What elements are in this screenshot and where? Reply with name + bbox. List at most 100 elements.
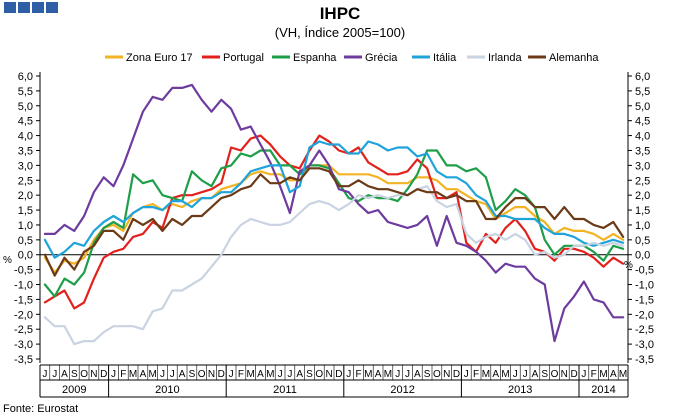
chart-subtitle: (VH, Índice 2005=100)	[275, 25, 405, 40]
month-label-49: J	[523, 369, 528, 380]
plot-frame	[39, 72, 629, 363]
month-label-3: S	[71, 369, 78, 380]
month-label-40: O	[433, 369, 441, 380]
month-label-6: D	[100, 369, 107, 380]
month-label-55: J	[581, 369, 586, 380]
ytick-label-left-0: 6,0	[18, 71, 33, 83]
month-label-25: J	[287, 369, 292, 380]
ytick-label-right-13: -0,5	[635, 265, 654, 277]
ytick-label-left-8: 2,0	[18, 190, 33, 202]
month-label-10: A	[140, 369, 147, 380]
month-label-57: M	[599, 369, 607, 380]
ytick-label-right-14: -1,0	[635, 280, 654, 292]
year-label-0: 2009	[62, 384, 86, 396]
month-label-30: D	[335, 369, 342, 380]
ytick-label-left-9: 1,5	[18, 205, 33, 217]
month-label-21: M	[247, 369, 255, 380]
month-label-31: J	[346, 369, 351, 380]
legend: Zona Euro 17 Portugal Espanha Grécia Itália I…	[105, 52, 599, 64]
month-label-45: M	[482, 369, 490, 380]
month-label-58: A	[610, 369, 617, 380]
ytick-label-right-3: 4,5	[635, 116, 650, 128]
month-label-4: O	[80, 369, 88, 380]
legend-label-0: Zona Euro 17	[126, 52, 193, 64]
month-label-2: A	[61, 369, 68, 380]
month-label-39: S	[424, 369, 431, 380]
ytick-label-left-14: -1,0	[14, 280, 33, 292]
ytick-label-right-5: 3,5	[635, 145, 650, 157]
ytick-label-left-10: 1,0	[18, 220, 33, 232]
month-label-1: J	[52, 369, 57, 380]
month-label-22: A	[257, 369, 264, 380]
y-axes: 6,0 6,0 5,5 5,5 5,0 5,0 4,5 4,5 4,0 4,0 3,5 3,5 3,0 3…	[14, 71, 654, 366]
month-label-0: J	[42, 369, 47, 380]
header-bar-3	[32, 2, 44, 13]
month-label-18: D	[218, 369, 225, 380]
month-label-41: N	[443, 369, 450, 380]
month-label-12: J	[160, 369, 165, 380]
ytick-label-left-2: 5,0	[18, 101, 33, 113]
ytick-label-right-9: 1,5	[635, 205, 650, 217]
series-line-5	[43, 185, 625, 346]
ytick-label-left-1: 5,5	[18, 86, 33, 98]
legend-label-6: Alemanha	[549, 52, 599, 64]
month-label-29: N	[325, 369, 332, 380]
header-bar-1	[4, 2, 16, 13]
month-label-13: J	[170, 369, 175, 380]
series-line-6	[43, 167, 625, 277]
month-label-44: F	[473, 369, 479, 380]
month-label-5: N	[90, 369, 97, 380]
month-label-47: M	[501, 369, 509, 380]
ytick-label-right-11: 0,5	[635, 235, 650, 247]
ytick-label-left-11: 0,5	[18, 235, 33, 247]
ytick-label-right-8: 2,0	[635, 190, 650, 202]
year-label-4: 2013	[508, 384, 532, 396]
ytick-label-left-5: 3,5	[18, 145, 33, 157]
header-bar-4	[46, 2, 58, 13]
month-label-37: J	[405, 369, 410, 380]
ytick-label-right-15: -1,5	[635, 294, 654, 306]
ytick-label-right-7: 2,5	[635, 175, 650, 187]
year-label-2: 2011	[273, 384, 297, 396]
ytick-label-right-18: -3,0	[635, 339, 654, 351]
series-line-1	[43, 134, 625, 310]
month-label-8: F	[120, 369, 126, 380]
month-label-52: O	[551, 369, 559, 380]
month-label-27: S	[306, 369, 313, 380]
month-label-19: J	[229, 369, 234, 380]
month-label-32: F	[355, 369, 361, 380]
ytick-label-right-10: 1,0	[635, 220, 650, 232]
month-label-9: M	[129, 369, 137, 380]
ytick-label-right-6: 3,0	[635, 160, 650, 172]
ytick-label-left-17: -2,5	[14, 324, 33, 336]
month-label-26: A	[296, 369, 303, 380]
year-label-5: 2014	[591, 384, 615, 396]
ytick-label-right-16: -2,0	[635, 309, 654, 321]
month-label-48: J	[513, 369, 518, 380]
month-label-23: M	[266, 369, 274, 380]
series-lines	[43, 83, 625, 346]
ytick-label-left-13: -0,5	[14, 265, 33, 277]
month-label-42: D	[453, 369, 460, 380]
month-label-53: N	[561, 369, 568, 380]
month-label-14: A	[179, 369, 186, 380]
month-label-28: O	[315, 369, 323, 380]
legend-label-1: Portugal	[223, 52, 264, 64]
ytick-label-left-7: 2,5	[18, 175, 33, 187]
month-label-24: J	[278, 369, 283, 380]
series-line-4	[43, 140, 625, 259]
month-label-56: F	[591, 369, 597, 380]
month-label-43: J	[464, 369, 469, 380]
ytick-label-left-16: -2,0	[14, 309, 33, 321]
month-label-51: S	[541, 369, 548, 380]
ytick-label-right-19: -3,5	[635, 354, 654, 366]
ytick-label-right-2: 5,0	[635, 101, 650, 113]
header-bar-2	[18, 2, 30, 13]
month-label-34: A	[375, 369, 382, 380]
month-label-35: M	[384, 369, 392, 380]
legend-label-2: Espanha	[293, 52, 337, 64]
ytick-label-right-4: 4,0	[635, 131, 650, 143]
month-label-15: S	[189, 369, 196, 380]
ytick-label-left-3: 4,5	[18, 116, 33, 128]
